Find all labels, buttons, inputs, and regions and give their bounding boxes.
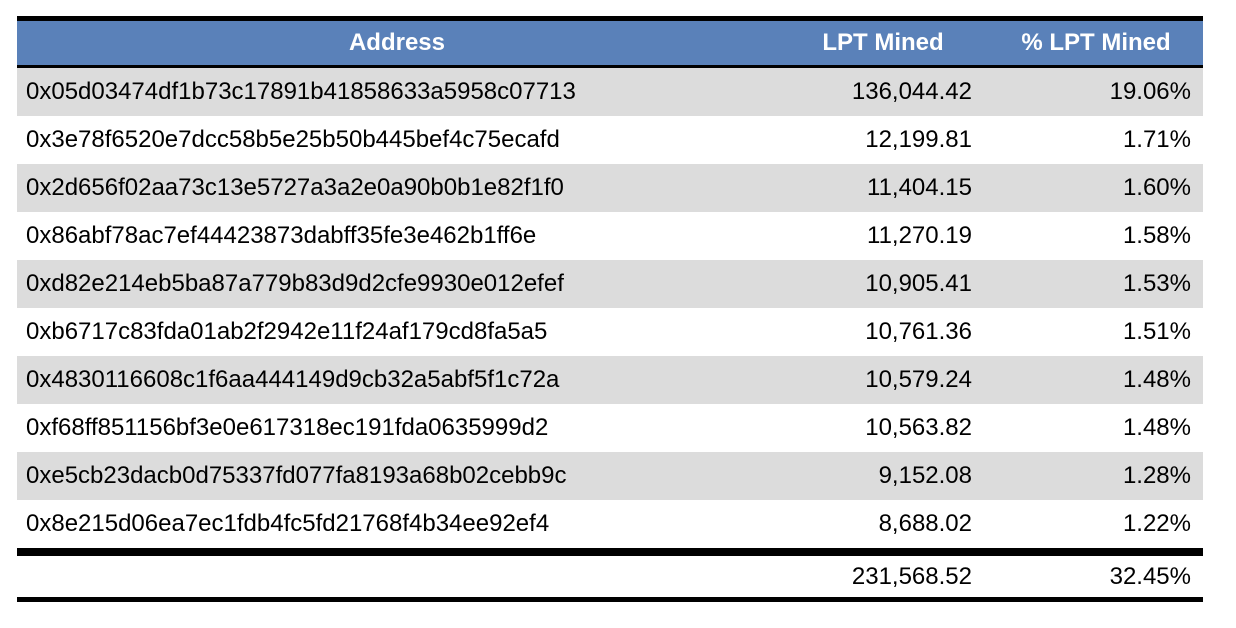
pct-lpt-mined-cell: 1.22% (989, 500, 1203, 552)
pct-lpt-mined-cell: 1.51% (989, 308, 1203, 356)
table-row: 0x3e78f6520e7dcc58b5e25b50b445bef4c75eca… (17, 116, 1203, 164)
table-footer: 231,568.52 32.45% (17, 548, 1203, 602)
table-row: 0x2d656f02aa73c13e5727a3a2e0a90b0b1e82f1… (17, 164, 1203, 212)
pct-lpt-mined-cell: 1.58% (989, 212, 1203, 260)
column-header-address: Address (17, 16, 777, 68)
pct-lpt-mined-cell: 19.06% (989, 66, 1203, 116)
pct-lpt-mined-cell: 1.60% (989, 164, 1203, 212)
column-header-lpt-mined: LPT Mined (777, 16, 989, 68)
address-cell: 0xb6717c83fda01ab2f2942e11f24af179cd8fa5… (17, 308, 777, 356)
pct-lpt-mined-cell: 1.28% (989, 452, 1203, 500)
lpt-mined-cell: 10,579.24 (777, 356, 989, 404)
page: Address LPT Mined % LPT Mined 0x05d03474… (17, 16, 1203, 602)
address-cell: 0x86abf78ac7ef44423873dabff35fe3e462b1ff… (17, 212, 777, 260)
lpt-mined-cell: 11,404.15 (777, 164, 989, 212)
address-cell: 0xd82e214eb5ba87a779b83d9d2cfe9930e012ef… (17, 260, 777, 308)
header-row: Address LPT Mined % LPT Mined (17, 16, 1203, 68)
address-cell: 0xe5cb23dacb0d75337fd077fa8193a68b02cebb… (17, 452, 777, 500)
totals-lpt-mined: 231,568.52 (777, 548, 989, 602)
table-row: 0x05d03474df1b73c17891b41858633a5958c077… (17, 66, 1203, 116)
address-cell: 0x8e215d06ea7ec1fdb4fc5fd21768f4b34ee92e… (17, 500, 777, 552)
pct-lpt-mined-cell: 1.71% (989, 116, 1203, 164)
pct-lpt-mined-cell: 1.53% (989, 260, 1203, 308)
table-body: 0x05d03474df1b73c17891b41858633a5958c077… (17, 66, 1203, 552)
table-row: 0xf68ff851156bf3e0e617318ec191fda0635999… (17, 404, 1203, 452)
pct-lpt-mined-cell: 1.48% (989, 356, 1203, 404)
address-cell: 0x3e78f6520e7dcc58b5e25b50b445bef4c75eca… (17, 116, 777, 164)
column-header-pct-lpt-mined: % LPT Mined (989, 16, 1203, 68)
lpt-mined-cell: 10,905.41 (777, 260, 989, 308)
lpt-mined-cell: 11,270.19 (777, 212, 989, 260)
lpt-mining-table: Address LPT Mined % LPT Mined 0x05d03474… (17, 16, 1203, 602)
lpt-mined-cell: 9,152.08 (777, 452, 989, 500)
table-header: Address LPT Mined % LPT Mined (17, 16, 1203, 68)
totals-row: 231,568.52 32.45% (17, 548, 1203, 602)
address-cell: 0x4830116608c1f6aa444149d9cb32a5abf5f1c7… (17, 356, 777, 404)
lpt-mined-cell: 12,199.81 (777, 116, 989, 164)
table-row: 0xe5cb23dacb0d75337fd077fa8193a68b02cebb… (17, 452, 1203, 500)
pct-lpt-mined-cell: 1.48% (989, 404, 1203, 452)
table-row: 0xb6717c83fda01ab2f2942e11f24af179cd8fa5… (17, 308, 1203, 356)
table-row: 0x86abf78ac7ef44423873dabff35fe3e462b1ff… (17, 212, 1203, 260)
table-row: 0x8e215d06ea7ec1fdb4fc5fd21768f4b34ee92e… (17, 500, 1203, 552)
lpt-mined-cell: 136,044.42 (777, 66, 989, 116)
address-cell: 0x05d03474df1b73c17891b41858633a5958c077… (17, 66, 777, 116)
address-cell: 0x2d656f02aa73c13e5727a3a2e0a90b0b1e82f1… (17, 164, 777, 212)
lpt-mined-cell: 10,563.82 (777, 404, 989, 452)
lpt-mined-cell: 10,761.36 (777, 308, 989, 356)
lpt-mined-cell: 8,688.02 (777, 500, 989, 552)
table-row: 0xd82e214eb5ba87a779b83d9d2cfe9930e012ef… (17, 260, 1203, 308)
totals-empty-cell (17, 548, 777, 602)
address-cell: 0xf68ff851156bf3e0e617318ec191fda0635999… (17, 404, 777, 452)
totals-pct-lpt-mined: 32.45% (989, 548, 1203, 602)
table-row: 0x4830116608c1f6aa444149d9cb32a5abf5f1c7… (17, 356, 1203, 404)
